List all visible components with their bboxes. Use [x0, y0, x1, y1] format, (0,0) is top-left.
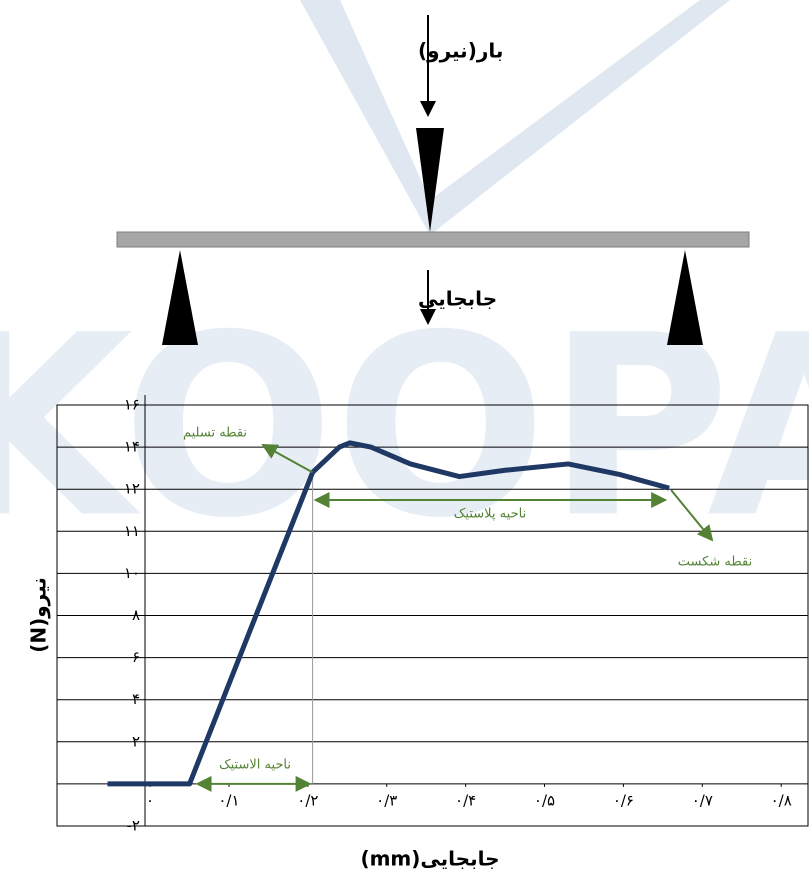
beam: [116, 231, 750, 248]
y-tick-label: ۴: [132, 690, 140, 708]
load-label: بار(نیرو): [418, 39, 503, 63]
x-tick-label: ۰/۸: [771, 791, 792, 809]
annotation: ناحیه پلاستیک: [454, 507, 526, 522]
annotation-arrow: [261, 444, 314, 474]
annotation: نقطه تسلیم: [183, 426, 247, 441]
support: [162, 250, 198, 345]
y-tick-label: ۱۱: [124, 522, 140, 540]
x-axis-title: جابجایی(mm): [360, 847, 499, 871]
x-tick-label: ۰/۲: [297, 791, 318, 809]
x-tick-label: ۰/۱: [218, 791, 239, 809]
x-tick-label: ۰/۳: [376, 791, 397, 809]
watermark: KOOPA: [0, 0, 809, 572]
annotation: نقطه شکست: [678, 555, 752, 570]
y-tick-label: ۲: [132, 732, 140, 750]
y-tick-label: ۱۲: [124, 480, 140, 498]
x-tick-label: ۰/۴: [455, 791, 476, 809]
x-tick-label: ۰: [146, 791, 154, 809]
data-line: [107, 440, 670, 787]
displacement-label: جابجایی: [418, 287, 497, 311]
y-tick-label: ۱۶: [124, 396, 140, 414]
y-axis-title: نیرو(N): [27, 577, 51, 653]
x-tick-label: ۰/۵: [534, 791, 555, 809]
support: [667, 250, 703, 345]
y-tick-label: ۱۴: [124, 438, 140, 456]
y-tick-label: ۶: [132, 648, 140, 666]
watermark-shape: [300, 0, 730, 235]
x-tick-label: ۰/۶: [613, 791, 634, 809]
annotation: ناحیه الاستیک: [219, 758, 291, 773]
annotation-arrow: [670, 489, 714, 542]
load-wedge: [416, 128, 444, 232]
y-tick-label: ۱۰: [124, 564, 140, 582]
y-tick-label: ۸: [132, 606, 140, 624]
x-tick-label: ۰/۷: [692, 791, 713, 809]
y-tick-label: -۲: [127, 817, 140, 835]
